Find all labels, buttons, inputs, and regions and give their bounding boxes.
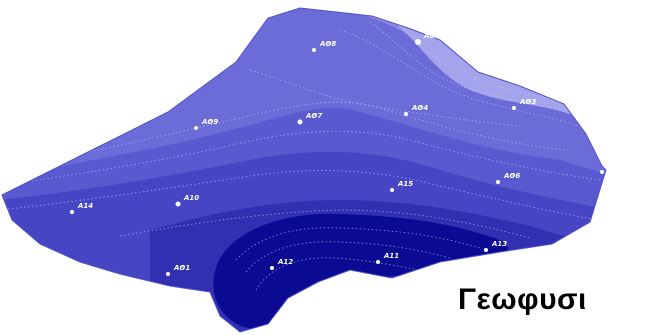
station-marker — [166, 272, 170, 276]
station-marker — [194, 126, 198, 130]
station-a11[interactable]: Α11 — [376, 252, 399, 264]
station-a05[interactable]: ΑΘ5 — [600, 162, 624, 174]
stations: ΑΘ2 ΑΘ8 ΑΘ9 ΑΘ7 ΑΘ4 ΑΘ3 — [70, 32, 624, 276]
station-label: Α10 — [183, 194, 199, 202]
station-label: ΑΘ3 — [519, 98, 536, 106]
station-a15[interactable]: Α15 — [390, 180, 413, 192]
station-a03[interactable]: ΑΘ3 — [512, 98, 536, 110]
station-label: ΑΘ2 — [423, 32, 440, 40]
station-a04[interactable]: ΑΘ4 — [404, 104, 428, 116]
station-marker — [512, 106, 516, 110]
station-label: ΑΘ6 — [503, 172, 520, 180]
station-marker — [376, 260, 380, 264]
station-a09[interactable]: ΑΘ9 — [194, 118, 218, 130]
station-label: ΑΘ8 — [319, 40, 336, 48]
station-marker — [496, 180, 500, 184]
station-marker — [404, 112, 408, 116]
station-label: ΑΘ4 — [411, 104, 428, 112]
station-marker — [270, 266, 274, 270]
station-a10[interactable]: Α10 — [175, 194, 200, 207]
station-marker — [312, 48, 316, 52]
station-label: ΑΘ9 — [201, 118, 218, 126]
station-a02[interactable]: ΑΘ2 — [415, 32, 440, 45]
station-marker — [70, 210, 74, 214]
contour-lines — [2, 21, 606, 291]
station-a07[interactable]: ΑΘ7 — [297, 112, 323, 125]
station-label: ΑΘ5 — [607, 162, 624, 170]
station-marker — [297, 119, 303, 125]
region-border — [1, 7, 607, 333]
station-marker — [415, 39, 421, 45]
station-label: Α14 — [77, 202, 93, 210]
station-a16[interactable]: ΑΘ6 — [496, 172, 520, 184]
station-a08[interactable]: ΑΘ8 — [312, 40, 336, 52]
station-label: ΑΘ1 — [173, 264, 190, 272]
station-label: Α12 — [277, 258, 293, 266]
station-marker — [390, 188, 394, 192]
station-label: Α13 — [491, 240, 507, 248]
station-a01[interactable]: ΑΘ1 — [166, 264, 190, 276]
station-marker — [175, 201, 181, 207]
station-a13[interactable]: Α13 — [484, 240, 507, 252]
station-marker — [600, 170, 604, 174]
station-marker — [484, 248, 488, 252]
station-label: Α15 — [397, 180, 413, 188]
caption-title: Γεωφυσι — [458, 283, 587, 316]
station-label: Α11 — [383, 252, 399, 260]
station-label: ΑΘ7 — [305, 112, 322, 120]
station-a12[interactable]: Α12 — [270, 258, 293, 270]
station-a14[interactable]: Α14 — [70, 202, 93, 214]
